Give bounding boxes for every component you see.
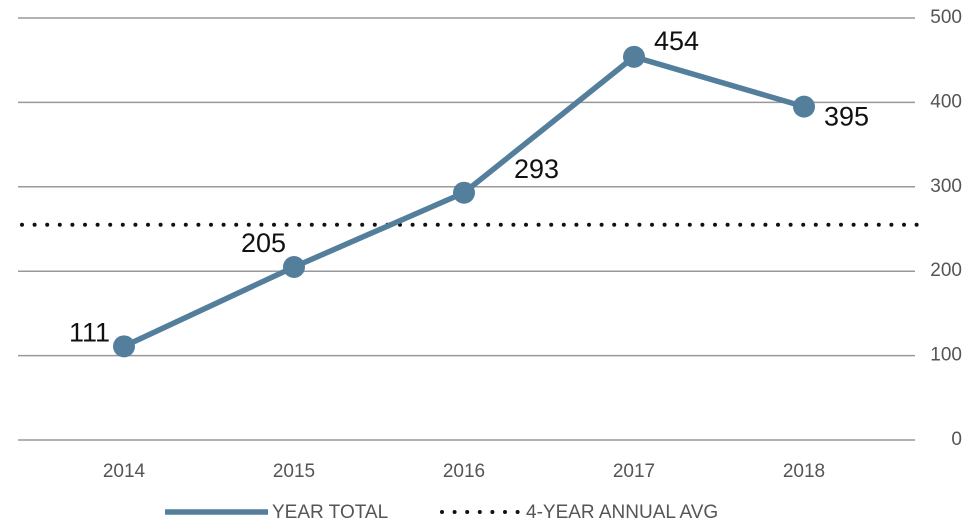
- data-label: 454: [654, 26, 699, 56]
- data-label: 111: [69, 317, 110, 347]
- legend-label: 4-YEAR ANNUAL AVG: [526, 502, 718, 523]
- y-tick-label: 100: [930, 345, 962, 366]
- point: [453, 181, 475, 204]
- x-tick-label: 2014: [103, 461, 146, 482]
- y-tick-label: 0: [951, 429, 962, 450]
- y-tick-label: 200: [930, 260, 962, 281]
- point: [793, 95, 815, 118]
- x-tick-label: 2017: [613, 461, 655, 482]
- data-label: 293: [514, 154, 559, 184]
- x-tick-label: 2018: [783, 461, 825, 482]
- data-label: 205: [241, 228, 286, 258]
- legend-label: YEAR TOTAL: [272, 502, 388, 523]
- point: [283, 255, 305, 278]
- y-tick-label: 500: [930, 7, 962, 28]
- y-tick-label: 400: [930, 91, 962, 112]
- point: [113, 335, 135, 358]
- y-tick-label: 300: [930, 176, 962, 197]
- x-tick-label: 2015: [273, 461, 315, 482]
- data-label: 395: [824, 102, 869, 132]
- x-tick-label: 2016: [443, 461, 485, 482]
- point: [623, 45, 645, 68]
